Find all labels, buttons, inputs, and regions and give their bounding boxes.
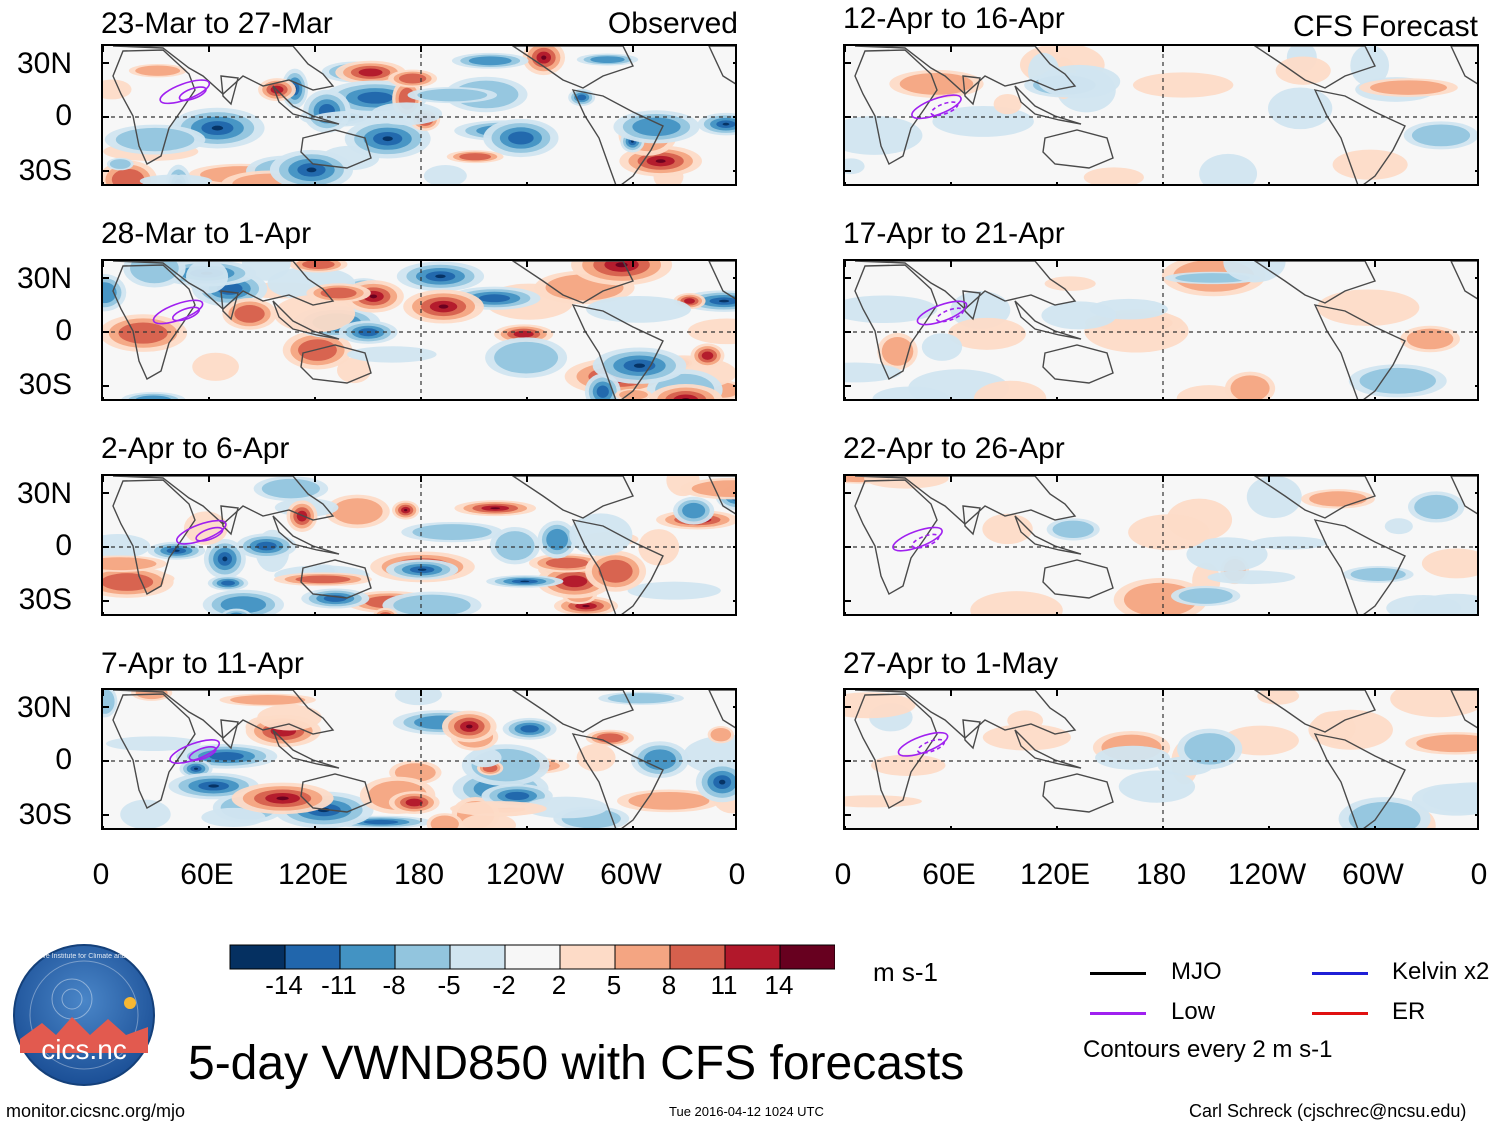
- footer-timestamp: Tue 2016-04-12 1024 UTC: [669, 1104, 824, 1119]
- xtick-0-end: 0: [1470, 858, 1488, 891]
- colorbar-label: 2: [551, 970, 567, 1000]
- ytick-30s: 30S: [18, 583, 72, 616]
- colorbar-swatch: [229, 944, 286, 970]
- xtick-60w: 60W: [1342, 858, 1404, 891]
- panel-title-left-2: 28-Mar to 1-Apr: [101, 217, 312, 250]
- map-panel-forecast-3: [843, 474, 1479, 616]
- footer-author: Carl Schreck (cjschrec@ncsu.edu): [1189, 1101, 1467, 1121]
- ytick-0: 0: [55, 529, 72, 562]
- colorbar-swatch: [504, 944, 561, 970]
- map-panel-forecast-4: [843, 688, 1479, 830]
- xtick-180: 180: [393, 858, 445, 891]
- panel-title-right-4: 27-Apr to 1-May: [843, 647, 1059, 680]
- legend-line-mjo: [1090, 972, 1146, 975]
- map-graphic: [103, 476, 735, 614]
- xtick-0: 0: [834, 858, 852, 891]
- colorbar: [229, 944, 836, 975]
- colorbar-label: -2: [492, 970, 516, 1000]
- colorbar-label: -8: [382, 970, 406, 1000]
- ytick-30n: 30N: [16, 262, 72, 295]
- colorbar-swatch: [559, 944, 616, 970]
- map-panel-observed-1: [101, 44, 737, 186]
- ytick-0: 0: [55, 314, 72, 347]
- legend-note: Contours every 2 m s-1: [1083, 1036, 1333, 1063]
- xtick-60e: 60E: [922, 858, 976, 891]
- map-graphic: [103, 690, 735, 828]
- observed-label: Observed: [607, 7, 738, 40]
- map-panel-forecast-2: [843, 259, 1479, 401]
- map-graphic: [845, 690, 1477, 828]
- ytick-30n: 30N: [16, 477, 72, 510]
- panel-title-right-2: 17-Apr to 21-Apr: [843, 217, 1065, 250]
- legend-line-kelvin: [1312, 972, 1368, 975]
- colorbar-units: m s-1: [873, 957, 938, 987]
- cicsnc-logo-graphic: [13, 944, 155, 1086]
- legend-line-low: [1090, 1012, 1146, 1015]
- ytick-0: 0: [55, 743, 72, 776]
- map-panel-forecast-1: [843, 44, 1479, 186]
- colorbar-label: -14: [265, 970, 303, 1000]
- map-graphic: [103, 261, 735, 399]
- map-graphic: [845, 261, 1477, 399]
- colorbar-label: -11: [321, 970, 357, 1000]
- xtick-0-end: 0: [728, 858, 746, 891]
- colorbar-label: 5: [606, 970, 622, 1000]
- panel-title-left-3: 2-Apr to 6-Apr: [101, 432, 290, 465]
- colorbar-swatch: [614, 944, 671, 970]
- colorbar-swatch: [779, 944, 836, 970]
- xtick-120e: 120E: [277, 858, 349, 891]
- colorbar-swatches: [229, 944, 836, 970]
- map-graphic: [845, 476, 1477, 614]
- ytick-30s: 30S: [18, 154, 72, 187]
- ytick-30s: 30S: [18, 368, 72, 401]
- map-graphic: [103, 46, 735, 184]
- xtick-120e: 120E: [1019, 858, 1091, 891]
- colorbar-swatch: [394, 944, 451, 970]
- legend-label-mjo: MJO: [1171, 958, 1222, 985]
- colorbar-label: 8: [661, 970, 677, 1000]
- colorbar-swatch: [339, 944, 396, 970]
- legend-line-er: [1312, 1012, 1368, 1015]
- cicsnc-logo: cics.nc Cooperative Institute for Climat…: [12, 943, 156, 1087]
- logo-text: cics.nc: [41, 1034, 127, 1065]
- logo-ring-text: Cooperative Institute for Climate and Sa…: [12, 953, 156, 960]
- panel-title-left-4: 7-Apr to 11-Apr: [101, 647, 304, 680]
- map-panel-observed-2: [101, 259, 737, 401]
- legend-label-low: Low: [1171, 998, 1216, 1025]
- panel-title-right-3: 22-Apr to 26-Apr: [843, 432, 1065, 465]
- xtick-60w: 60W: [600, 858, 662, 891]
- colorbar-label: -5: [437, 970, 461, 1000]
- xtick-60e: 60E: [180, 858, 234, 891]
- map-graphic: [845, 46, 1477, 184]
- figure-title: 5-day VWND850 with CFS forecasts: [188, 1037, 965, 1090]
- xtick-120w: 120W: [1227, 858, 1307, 891]
- legend-label-er: ER: [1392, 998, 1426, 1025]
- xtick-120w: 120W: [485, 858, 565, 891]
- colorbar-label: 11: [710, 970, 738, 1000]
- map-panel-observed-3: [101, 474, 737, 616]
- xtick-180: 180: [1135, 858, 1187, 891]
- ytick-0: 0: [55, 99, 72, 132]
- colorbar-swatch: [724, 944, 781, 970]
- ytick-30s: 30S: [18, 798, 72, 831]
- ytick-30n: 30N: [16, 47, 72, 80]
- panel-title-left-1: 23-Mar to 27-Mar: [101, 7, 333, 40]
- ytick-30n: 30N: [16, 691, 72, 724]
- panel-title-right-1: 12-Apr to 16-Apr: [843, 2, 1065, 35]
- map-panel-observed-4: [101, 688, 737, 830]
- colorbar-swatch: [449, 944, 506, 970]
- colorbar-label: 14: [764, 970, 794, 1000]
- xtick-0: 0: [92, 858, 110, 891]
- legend-label-kelvin: Kelvin x2: [1392, 958, 1490, 985]
- forecast-label: CFS Forecast: [1292, 10, 1478, 43]
- colorbar-swatch: [669, 944, 726, 970]
- colorbar-swatch: [284, 944, 341, 970]
- footer-website: monitor.cicsnc.org/mjo: [6, 1101, 186, 1121]
